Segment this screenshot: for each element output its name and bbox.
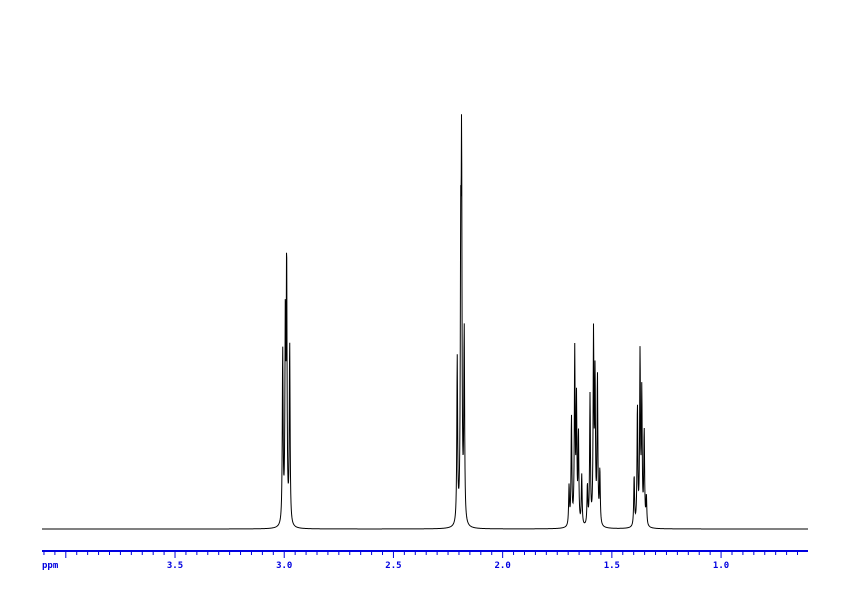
x-tick-label: 3.0 <box>276 561 292 571</box>
x-axis-unit-label: ppm <box>42 561 59 571</box>
x-tick-label: 2.5 <box>385 561 401 571</box>
spectrum-line <box>42 114 808 530</box>
x-tick-label: 1.5 <box>604 561 620 571</box>
x-tick-label: 2.0 <box>495 561 511 571</box>
x-tick-label: 3.5 <box>167 561 183 571</box>
x-tick-label: 1.0 <box>713 561 729 571</box>
